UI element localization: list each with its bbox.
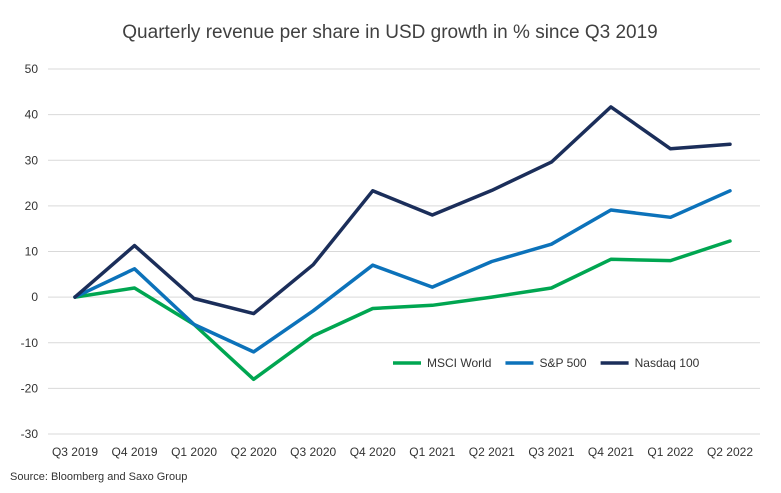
chart-title: Quarterly revenue per share in USD growt…: [122, 22, 657, 43]
y-tick-label: -20: [21, 381, 39, 395]
y-tick-label: -30: [21, 427, 39, 441]
x-tick-label: Q4 2019: [112, 445, 158, 459]
x-tick-label: Q2 2022: [707, 445, 753, 459]
x-tick-label: Q4 2020: [350, 445, 396, 459]
y-tick-label: 50: [25, 62, 39, 76]
y-tick-label: 0: [31, 290, 38, 304]
legend-label-s-p-500: S&P 500: [539, 356, 586, 370]
x-tick-label: Q2 2021: [469, 445, 515, 459]
series-line-s-p-500: [73, 189, 732, 354]
x-axis-ticks: Q3 2019 Q4 2019 Q1 2020 Q2 2020 Q3 2020 Q4 20…: [52, 445, 753, 459]
x-tick-label: Q1 2022: [647, 445, 693, 459]
y-tick-label: 40: [25, 108, 39, 122]
x-tick-label: Q4 2021: [588, 445, 634, 459]
x-tick-label: Q3 2020: [290, 445, 336, 459]
x-tick-label: Q3 2019: [52, 445, 98, 459]
source-note: Source: Bloomberg and Saxo Group: [10, 471, 187, 483]
x-tick-label: Q2 2020: [231, 445, 277, 459]
y-axis-ticks: 50 40 30 20 10 0 -10 -20 -30: [21, 62, 39, 441]
series-line-msci-world: [73, 239, 732, 382]
grid-lines: [48, 68, 760, 435]
series-line-nasdaq-100: [73, 105, 732, 316]
y-tick-label: -10: [21, 336, 39, 350]
y-tick-label: 20: [25, 199, 39, 213]
y-tick-label: 30: [25, 153, 39, 167]
legend-label-msci-world: MSCI World: [427, 356, 491, 370]
series-lines: [73, 105, 732, 382]
x-tick-label: Q1 2020: [171, 445, 217, 459]
x-tick-label: Q3 2021: [528, 445, 574, 459]
legend-label-nasdaq-100: Nasdaq 100: [635, 356, 700, 370]
legend: MSCI World S&P 500 Nasdaq 100: [393, 356, 700, 370]
y-tick-label: 10: [25, 245, 39, 259]
x-tick-label: Q1 2021: [409, 445, 455, 459]
